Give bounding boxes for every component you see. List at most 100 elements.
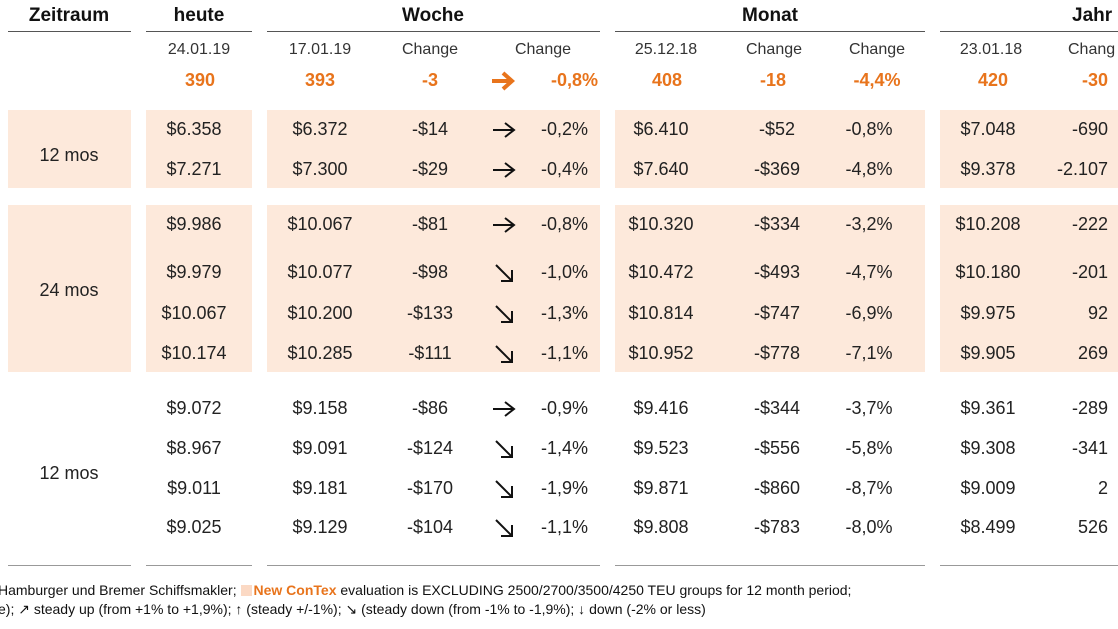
cell-jahr-change: -289 — [1071, 398, 1108, 418]
down-right-arrow-icon — [495, 519, 513, 537]
cell-jahr: $8.499 — [960, 517, 1016, 537]
right-arrow-icon — [493, 162, 516, 178]
band-group1-zeitraum — [8, 110, 131, 188]
cell-woche-pct: -1,9% — [540, 478, 588, 498]
cell-jahr-change: -201 — [1071, 262, 1108, 282]
cell-jahr: $10.180 — [955, 262, 1021, 282]
cell-monat-pct: -7,1% — [845, 343, 893, 363]
cell-woche: $10.285 — [287, 343, 353, 363]
band-group1-monat — [615, 110, 925, 188]
bottom-rule-zeitraum — [8, 565, 131, 566]
header-rule-woche — [267, 31, 600, 32]
cell-monat-pct: -4,8% — [845, 159, 893, 179]
cell-monat-pct: -6,9% — [845, 303, 893, 323]
cell-woche-pct: -1,1% — [540, 517, 588, 537]
band-group1-jahr — [940, 110, 1118, 188]
cell-monat-change: -$783 — [753, 517, 801, 537]
subheader-woche-change: Change — [401, 41, 459, 58]
cell-woche-change: -$98 — [411, 262, 449, 282]
cell-heute: $9.072 — [166, 398, 222, 418]
header-jahr: Jahr — [1072, 5, 1113, 26]
cell-woche-change: -$104 — [406, 517, 454, 537]
bottom-rule-jahr — [940, 565, 1118, 566]
index-monat-change: -18 — [759, 70, 787, 90]
cell-monat: $9.523 — [633, 438, 689, 458]
cell-monat-change: -$334 — [753, 214, 801, 234]
down-right-arrow-icon — [495, 305, 513, 323]
cell-jahr-change: 2 — [1097, 478, 1108, 498]
cell-woche-pct: -1,3% — [540, 303, 588, 323]
subheader-jahr-change: Chang — [1068, 41, 1116, 58]
index-monat: 408 — [651, 70, 683, 90]
right-arrow-icon — [493, 217, 516, 233]
cell-woche-pct: -0,9% — [540, 398, 588, 418]
cell-monat-change: -$747 — [753, 303, 801, 323]
cell-jahr: $9.308 — [960, 438, 1016, 458]
cell-monat-pct: -0,8% — [845, 119, 893, 139]
cell-heute: $8.967 — [166, 438, 222, 458]
band-group2-monat — [615, 205, 925, 372]
cell-woche: $9.129 — [292, 517, 348, 537]
band-group2-woche — [267, 205, 600, 372]
subheader-heute-date: 24.01.19 — [167, 41, 231, 58]
index-jahr: 420 — [977, 70, 1009, 90]
cell-woche-change: -$111 — [408, 343, 452, 363]
group-label-1: 12 mos — [39, 145, 99, 165]
cell-woche: $9.091 — [292, 438, 348, 458]
cell-woche: $10.067 — [287, 214, 353, 234]
cell-monat-change: -$778 — [753, 343, 801, 363]
cell-jahr-change: 92 — [1087, 303, 1108, 323]
cell-jahr-change: 526 — [1077, 517, 1108, 537]
header-zeitraum: Zeitraum — [28, 5, 110, 26]
group-label-3: 12 mos — [39, 463, 99, 483]
bottom-rule-woche — [267, 565, 600, 566]
bottom-rule-monat — [615, 565, 925, 566]
band-group2-heute — [146, 205, 252, 372]
subheader-monat-date: 25.12.18 — [634, 41, 698, 58]
index-monat-pct: -4,4% — [853, 70, 901, 90]
subheader-woche-date: 17.01.19 — [288, 41, 352, 58]
cell-monat-pct: -8,7% — [845, 478, 893, 498]
cell-monat-pct: -4,7% — [845, 262, 893, 282]
header-heute: heute — [173, 5, 225, 26]
cell-monat: $9.808 — [633, 517, 689, 537]
cell-heute: $9.011 — [167, 478, 221, 498]
cell-monat: $10.952 — [628, 343, 694, 363]
cell-monat: $9.871 — [633, 478, 689, 498]
right-arrow-icon — [493, 401, 516, 417]
cell-jahr-change: -690 — [1071, 119, 1108, 139]
subheader-jahr-date: 23.01.18 — [959, 41, 1023, 58]
cell-woche-pct: -0,8% — [540, 214, 588, 234]
cell-jahr: $7.048 — [960, 119, 1016, 139]
right-arrow-icon — [492, 71, 516, 91]
cell-monat-pct: -3,7% — [845, 398, 893, 418]
cell-woche: $7.300 — [292, 159, 348, 179]
group-label-2: 24 mos — [39, 280, 99, 300]
cell-jahr: $9.975 — [960, 303, 1016, 323]
cell-heute: $7.271 — [166, 159, 222, 179]
cell-monat-change: -$344 — [753, 398, 801, 418]
cell-jahr-change: -341 — [1071, 438, 1108, 458]
footer-source-text: Hamburger und Bremer Schiffsmakler; — [0, 582, 237, 598]
cell-jahr: $10.208 — [955, 214, 1021, 234]
band-group1-heute — [146, 110, 252, 188]
subheader-woche-change-pct: Change — [514, 41, 572, 58]
cell-monat-change: -$493 — [753, 262, 801, 282]
footer-evaluation-text: evaluation is EXCLUDING 2500/2700/3500/4… — [340, 582, 852, 598]
subheader-monat-change: Change — [745, 41, 803, 58]
cell-jahr-change: -222 — [1071, 214, 1108, 234]
down-right-arrow-icon — [495, 480, 513, 498]
cell-jahr-change: -2.107 — [1056, 159, 1108, 179]
cell-woche: $9.181 — [292, 478, 348, 498]
band-group1-woche — [267, 110, 600, 188]
cell-woche-pct: -0,4% — [540, 159, 588, 179]
down-right-arrow-icon — [495, 264, 513, 282]
down-right-arrow-icon — [495, 440, 513, 458]
cell-heute: $10.067 — [161, 303, 227, 323]
cell-jahr: $9.361 — [960, 398, 1016, 418]
down-right-arrow-icon — [495, 345, 513, 363]
index-jahr-change: -30 — [1082, 70, 1109, 90]
cell-woche-change: -$14 — [411, 119, 449, 139]
cell-monat: $6.410 — [633, 119, 689, 139]
index-woche-change: -3 — [421, 70, 439, 90]
